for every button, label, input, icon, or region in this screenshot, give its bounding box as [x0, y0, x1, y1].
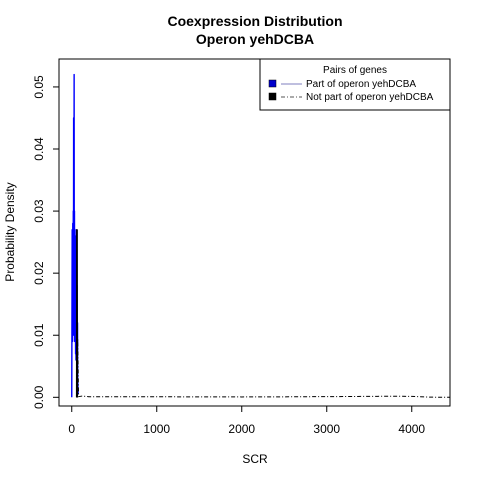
x-axis: 0 1000 2000 3000 4000: [68, 406, 425, 436]
y-tick-label: 0.01: [32, 323, 46, 347]
y-axis: 0.00 0.01 0.02 0.03 0.04 0.05: [32, 75, 59, 409]
x-tick-label: 1000: [143, 422, 170, 436]
y-tick-label: 0.02: [32, 261, 46, 285]
y-tick-label: 0.04: [32, 137, 46, 161]
x-tick-label: 4000: [398, 422, 425, 436]
y-axis-label: Probability Density: [3, 182, 17, 281]
y-tick-label: 0.00: [32, 385, 46, 409]
plot-frame: [58, 58, 451, 407]
x-tick-label: 2000: [228, 422, 255, 436]
chart-title: Coexpression Distribution: [167, 13, 342, 29]
legend-swatch-not-part: [268, 92, 277, 101]
series-layer: [71, 73, 451, 398]
x-tick-label: 3000: [313, 422, 340, 436]
legend-entry-not-part: Not part of operon yehDCBA: [306, 92, 434, 103]
legend-title: Pairs of genes: [323, 65, 387, 76]
legend-entry-part: Part of operon yehDCBA: [306, 79, 416, 90]
chart-subtitle: Operon yehDCBA: [196, 31, 314, 47]
legend: Pairs of genes Part of operon yehDCBA No…: [259, 58, 451, 111]
x-tick-label: 0: [68, 422, 75, 436]
y-tick-label: 0.03: [32, 199, 46, 223]
y-tick-label: 0.05: [32, 75, 46, 99]
series-line-1: [76, 337, 451, 398]
series-line-2: [75, 229, 79, 398]
x-axis-label: SCR: [242, 452, 268, 466]
legend-swatch-part: [268, 79, 277, 88]
